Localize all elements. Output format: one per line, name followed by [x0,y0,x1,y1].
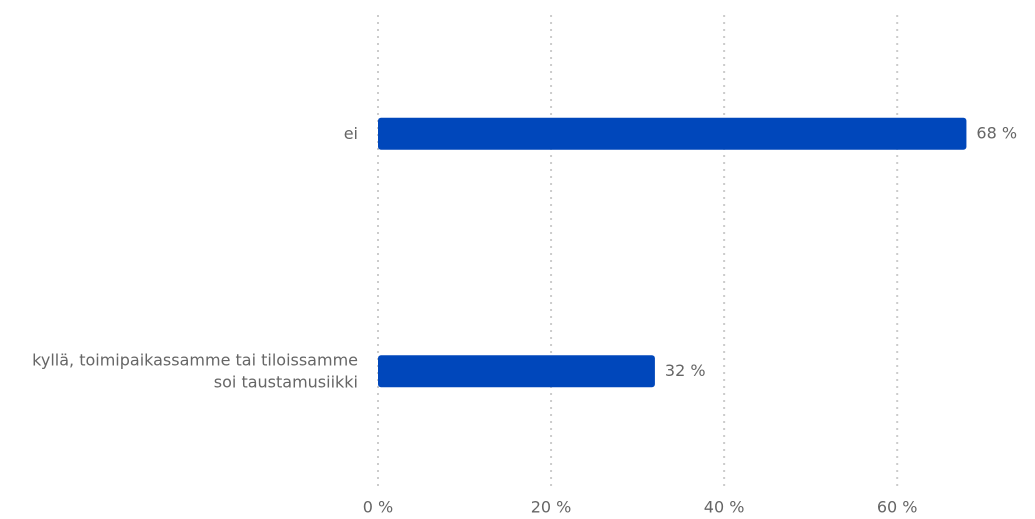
value-label: 32 % [665,361,706,380]
x-tick-label: 0 % [363,498,393,517]
y-tick-label: kyllä, toimipaikassamme tai tiloissamme s… [32,350,358,391]
bar [378,117,967,150]
x-tick-label: 20 % [531,498,572,517]
x-tick-label: 40 % [704,498,745,517]
y-tick-label: ei [344,123,358,142]
value-label: 68 % [976,123,1017,142]
bar [378,355,655,388]
x-tick-label: 60 % [877,498,918,517]
